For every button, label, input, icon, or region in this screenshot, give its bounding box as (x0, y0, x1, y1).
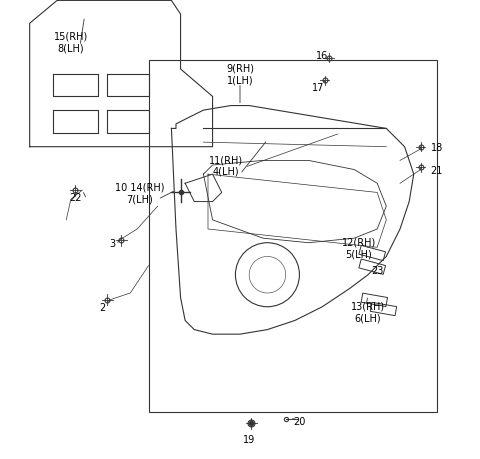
Text: 3: 3 (109, 238, 115, 248)
Text: 9(RH)
1(LH): 9(RH) 1(LH) (226, 64, 254, 85)
Text: 22: 22 (69, 193, 82, 202)
Bar (148, 61, 437, 412)
Text: 23: 23 (371, 266, 384, 275)
Text: 13(RH)
6(LH): 13(RH) 6(LH) (351, 301, 385, 322)
Text: 15(RH)
8(LH): 15(RH) 8(LH) (54, 32, 88, 53)
Bar (361, 293, 387, 307)
Bar (359, 246, 385, 261)
Text: 20: 20 (293, 416, 306, 426)
Text: 17: 17 (312, 83, 324, 93)
Text: 2: 2 (100, 302, 106, 312)
Text: 18: 18 (431, 142, 443, 152)
Bar (359, 259, 385, 275)
Text: 10 14(RH)
7(LH): 10 14(RH) 7(LH) (115, 182, 164, 204)
Text: 16: 16 (316, 51, 328, 61)
Text: 19: 19 (243, 434, 255, 444)
Text: 21: 21 (431, 165, 443, 175)
Text: 12(RH)
5(LH): 12(RH) 5(LH) (342, 237, 376, 258)
Bar (370, 302, 396, 316)
Text: 11(RH)
4(LH): 11(RH) 4(LH) (209, 155, 243, 176)
